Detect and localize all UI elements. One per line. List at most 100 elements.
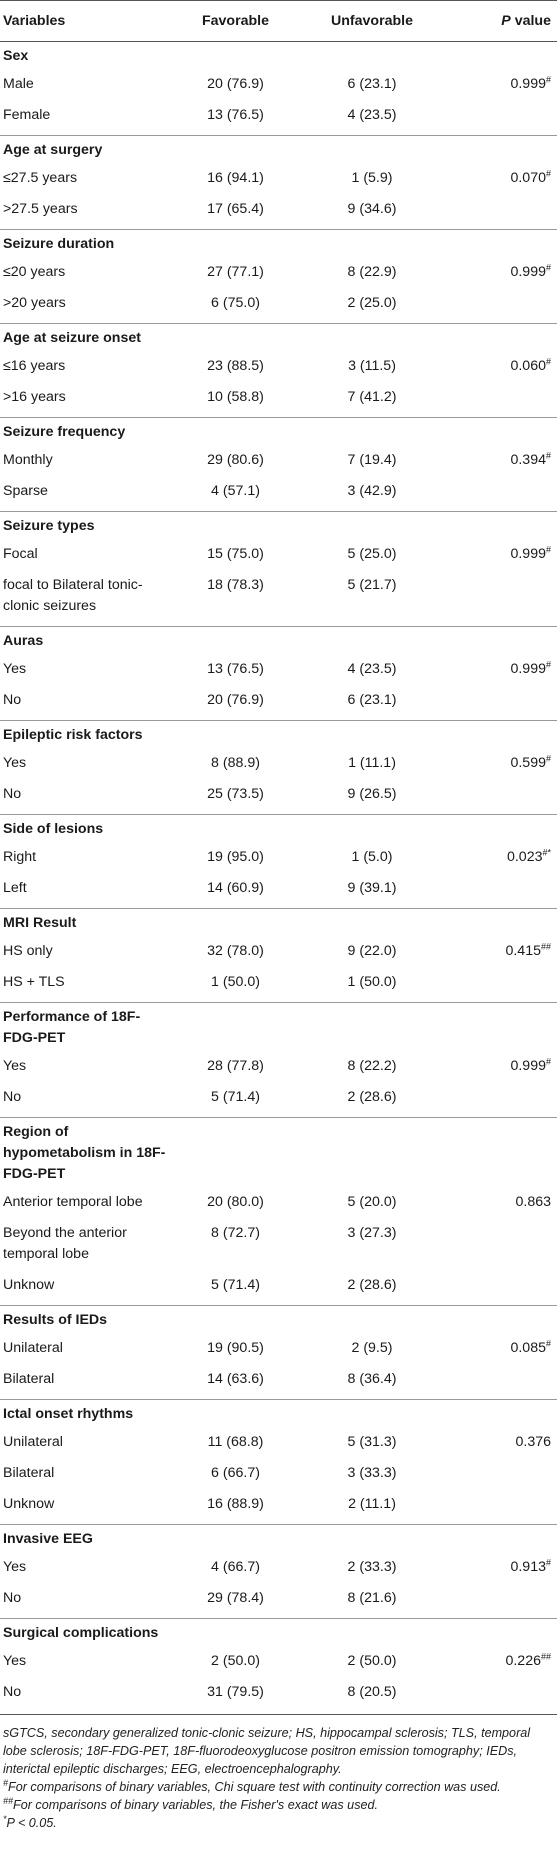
- header-p-rest: value: [510, 12, 551, 29]
- empty-cell: [441, 720, 557, 748]
- row-label: No: [3, 1590, 22, 1606]
- empty-cell: [168, 229, 303, 257]
- unfavorable-value: 4 (23.5): [347, 661, 397, 677]
- table-row: HS + TLS 1 (50.0) 1 (50.0): [0, 967, 557, 1003]
- favorable-value: 6 (66.7): [211, 1465, 260, 1481]
- unfavorable-value: 3 (11.5): [348, 358, 396, 374]
- favorable-value: 14 (63.6): [207, 1371, 264, 1387]
- p-value-mark: #: [545, 262, 551, 273]
- row-label: >27.5 years: [3, 201, 78, 217]
- empty-cell: [441, 1399, 557, 1427]
- p-value-cell: [441, 1458, 557, 1489]
- empty-cell: [441, 626, 557, 654]
- unfavorable-value: 2 (25.0): [347, 295, 397, 311]
- p-value-cell: [441, 1218, 557, 1270]
- p-value-cell: [441, 382, 557, 418]
- p-value-mark: #*: [542, 847, 551, 858]
- empty-cell: [168, 1002, 303, 1051]
- favorable-value: 4 (66.7): [211, 1559, 260, 1575]
- favorable-value: 23 (88.5): [207, 358, 264, 374]
- empty-cell: [441, 417, 557, 445]
- table-row: Unilateral 19 (90.5) 2 (9.5) 0.085#: [0, 1333, 557, 1364]
- group-header-row: Seizure duration: [0, 229, 557, 257]
- p-value-cell: [441, 288, 557, 324]
- p-value: 0.999: [510, 546, 546, 562]
- footnote-text: For comparisons of binary variables, the…: [13, 1798, 378, 1812]
- row-label: Beyond the anterior temporal lobe: [3, 1225, 127, 1262]
- group-header-row: Side of lesions: [0, 814, 557, 842]
- table-body: Sex Male 20 (76.9) 6 (23.1) 0.999# Female 13 (…: [0, 41, 557, 1713]
- favorable-value: 32 (78.0): [207, 943, 264, 959]
- group-header-row: Results of IEDs: [0, 1305, 557, 1333]
- unfavorable-value: 2 (28.6): [347, 1089, 397, 1105]
- empty-cell: [441, 323, 557, 351]
- table-row: Yes 8 (88.9) 1 (11.1) 0.599#: [0, 748, 557, 779]
- p-value: 0.376: [515, 1434, 551, 1450]
- unfavorable-value: 8 (22.2): [347, 1058, 397, 1074]
- empty-cell: [303, 1399, 441, 1427]
- empty-cell: [441, 814, 557, 842]
- empty-cell: [303, 720, 441, 748]
- group-title: Performance of 18F-FDG-PET: [0, 1002, 168, 1051]
- p-value-cell: [441, 570, 557, 627]
- p-value-cell: [441, 873, 557, 909]
- p-value-cell: [441, 1082, 557, 1118]
- unfavorable-value: 6 (23.1): [347, 692, 397, 708]
- table-row: Yes 4 (66.7) 2 (33.3) 0.913#: [0, 1552, 557, 1583]
- p-value-mark: #: [545, 168, 551, 179]
- row-label: No: [3, 692, 22, 708]
- unfavorable-value: 2 (11.1): [348, 1496, 396, 1512]
- row-label: Focal: [3, 546, 38, 562]
- unfavorable-value: 8 (21.6): [347, 1590, 397, 1606]
- unfavorable-value: 2 (33.3): [347, 1559, 397, 1575]
- p-value: 0.023: [506, 849, 543, 865]
- footnote-mark: ##: [3, 1795, 14, 1806]
- favorable-value: 10 (58.8): [207, 389, 264, 405]
- unfavorable-value: 4 (23.5): [347, 107, 397, 123]
- p-value-mark: #: [545, 74, 551, 85]
- group-title: Auras: [0, 626, 168, 654]
- empty-cell: [303, 1305, 441, 1333]
- table-row: Unilateral 11 (68.8) 5 (31.3) 0.376: [0, 1427, 557, 1458]
- table-row: Unknow 16 (88.9) 2 (11.1): [0, 1489, 557, 1525]
- p-value: 0.863: [515, 1194, 551, 1210]
- table-row: >27.5 years 17 (65.4) 9 (34.6): [0, 194, 557, 230]
- row-label: Yes: [3, 755, 27, 771]
- row-label: Female: [3, 107, 51, 123]
- unfavorable-value: 5 (25.0): [347, 546, 397, 562]
- table-row: Bilateral 14 (63.6) 8 (36.4): [0, 1364, 557, 1400]
- unfavorable-value: 5 (20.0): [347, 1194, 397, 1210]
- row-label: ≤20 years: [3, 264, 66, 280]
- table-row: No 29 (78.4) 8 (21.6): [0, 1583, 557, 1619]
- row-label: No: [3, 786, 22, 802]
- group-header-row: Seizure frequency: [0, 417, 557, 445]
- table-row: >20 years 6 (75.0) 2 (25.0): [0, 288, 557, 324]
- header-variables: Variables: [0, 0, 168, 42]
- group-title: Results of IEDs: [0, 1305, 168, 1333]
- table-row: HS only 32 (78.0) 9 (22.0) 0.415##: [0, 936, 557, 967]
- table-row: No 25 (73.5) 9 (26.5): [0, 779, 557, 815]
- empty-cell: [303, 626, 441, 654]
- empty-cell: [303, 229, 441, 257]
- empty-cell: [441, 1305, 557, 1333]
- p-value: 0.394: [510, 452, 546, 468]
- row-label: HS only: [3, 943, 53, 959]
- p-value-cell: 0.023#*: [441, 842, 557, 873]
- unfavorable-value: 3 (33.3): [347, 1465, 397, 1481]
- p-value-cell: 0.863: [441, 1187, 557, 1218]
- header-p-letter: P: [501, 12, 511, 29]
- empty-cell: [303, 417, 441, 445]
- favorable-value: 31 (79.5): [207, 1684, 264, 1700]
- p-value-cell: [441, 1489, 557, 1525]
- favorable-value: 13 (76.5): [207, 661, 264, 677]
- favorable-value: 8 (88.9): [211, 755, 260, 771]
- empty-cell: [168, 626, 303, 654]
- p-value: 0.999: [510, 661, 546, 677]
- row-label: Yes: [3, 661, 27, 677]
- row-label: >20 years: [3, 295, 66, 311]
- p-value-cell: [441, 779, 557, 815]
- empty-cell: [168, 511, 303, 539]
- empty-cell: [441, 135, 557, 163]
- p-value: 0.599: [510, 755, 546, 771]
